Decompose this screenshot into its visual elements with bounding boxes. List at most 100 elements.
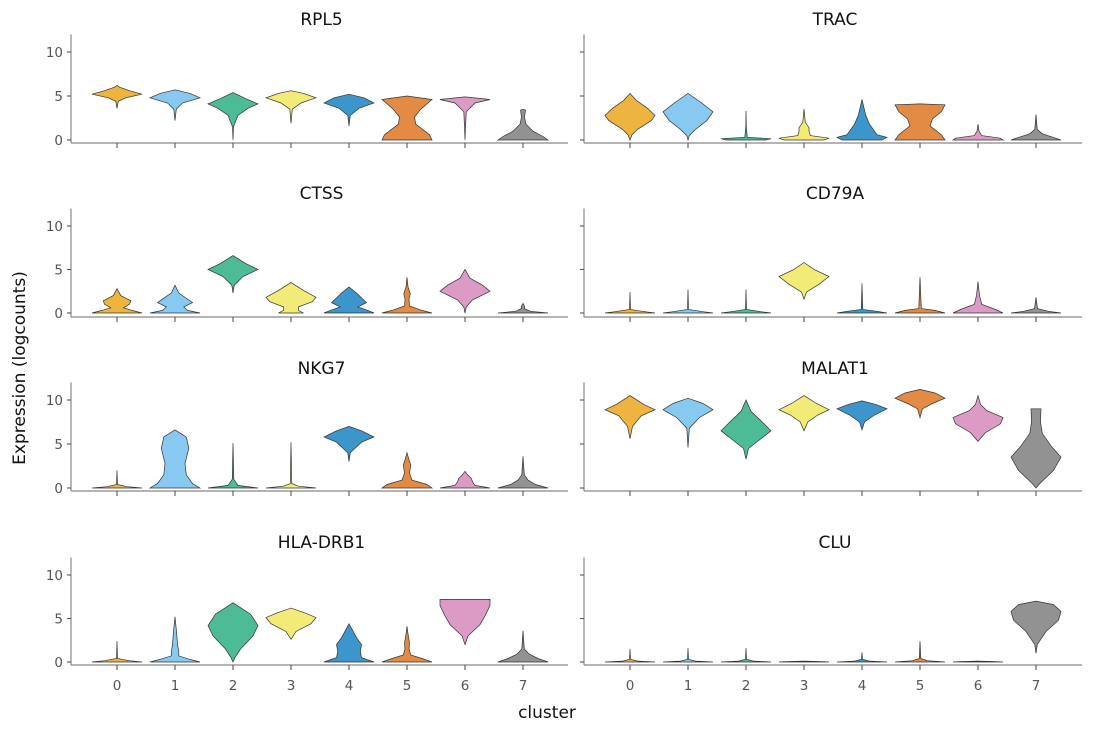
violin-cd79a-cluster-4 bbox=[836, 283, 888, 314]
violin-nkg7-cluster-4 bbox=[323, 426, 375, 462]
violin-hla-drb1-cluster-7 bbox=[497, 630, 549, 663]
x-tick-label: 1 bbox=[684, 678, 693, 694]
violin-rpl5-cluster-4 bbox=[323, 93, 375, 126]
violin-ctss-cluster-3 bbox=[265, 282, 317, 314]
violin-malat1-cluster-1 bbox=[662, 397, 714, 448]
y-tick-label: 5 bbox=[54, 89, 63, 105]
violin-rpl5-cluster-3 bbox=[264, 90, 318, 124]
violin-ctss-cluster-5 bbox=[381, 277, 433, 314]
violin-cd79a-cluster-7 bbox=[1010, 297, 1062, 314]
y-tick-label: 0 bbox=[54, 481, 63, 497]
y-tick-label: 10 bbox=[46, 568, 63, 584]
violin-ctss-cluster-2 bbox=[207, 255, 259, 294]
y-tick-label: 10 bbox=[46, 393, 63, 409]
violin-malat1-cluster-6 bbox=[952, 394, 1004, 442]
panel-rpl5: RPL5 0 5 10 bbox=[46, 10, 568, 149]
y-tick-label: 0 bbox=[54, 655, 63, 671]
violin-cd79a-cluster-2 bbox=[720, 289, 772, 314]
x-tick-label: 5 bbox=[916, 678, 925, 694]
violin-trac-cluster-5 bbox=[894, 103, 946, 141]
panel-cd79a: CD79A bbox=[580, 184, 1082, 322]
violin-clu-cluster-4 bbox=[836, 652, 888, 663]
violin-clu-cluster-5 bbox=[894, 641, 946, 663]
x-tick-label: 5 bbox=[403, 678, 412, 694]
violin-clu-cluster-7 bbox=[1010, 600, 1062, 654]
violin-hla-drb1-cluster-1 bbox=[149, 616, 201, 663]
panel-ctss: CTSS 0 5 10 bbox=[46, 184, 568, 322]
violin-nkg7-cluster-6 bbox=[439, 470, 491, 489]
violin-cd79a-cluster-3 bbox=[778, 262, 830, 301]
violin-hla-drb1-cluster-4 bbox=[323, 622, 375, 663]
violin-ctss-cluster-1 bbox=[149, 284, 201, 314]
violin-ctss-cluster-4 bbox=[323, 286, 375, 314]
violin-clu-cluster-3 bbox=[778, 660, 830, 663]
violin-rpl5-cluster-2 bbox=[207, 92, 259, 141]
violin-cd79a-cluster-1 bbox=[662, 289, 714, 314]
x-tick-label: 3 bbox=[287, 678, 296, 694]
x-axis-title: cluster bbox=[518, 703, 576, 723]
violin-ctss-cluster-0 bbox=[91, 287, 143, 314]
x-tick-label: 2 bbox=[229, 678, 238, 694]
x-tick-label: 2 bbox=[742, 678, 751, 694]
panel-title: CTSS bbox=[300, 184, 344, 204]
violin-trac-cluster-4 bbox=[836, 99, 888, 141]
x-tick-label: 4 bbox=[345, 678, 354, 694]
violin-malat1-cluster-3 bbox=[778, 395, 830, 432]
panel-hla-drb1: HLA-DRB1 0 5 10 0 1 2 3 4 5 6 7 bbox=[46, 533, 568, 694]
violin-cd79a-cluster-0 bbox=[604, 292, 656, 314]
violin-rpl5-cluster-1 bbox=[148, 89, 202, 121]
y-tick-label: 5 bbox=[54, 263, 63, 279]
violin-hla-drb1-cluster-5 bbox=[381, 626, 433, 663]
y-tick-label: 10 bbox=[46, 45, 63, 61]
violin-malat1-cluster-2 bbox=[720, 399, 772, 460]
violin-trac-cluster-1 bbox=[662, 92, 714, 142]
panel-title: MALAT1 bbox=[801, 359, 869, 379]
violin-ctss-cluster-6 bbox=[439, 268, 491, 314]
violin-clu-cluster-6 bbox=[952, 660, 1004, 663]
violin-nkg7-cluster-7 bbox=[497, 456, 549, 489]
panel-title: CD79A bbox=[806, 184, 865, 204]
x-tick-label: 6 bbox=[974, 678, 983, 694]
y-tick-label: 5 bbox=[54, 437, 63, 453]
violin-trac-cluster-6 bbox=[951, 124, 1005, 141]
y-tick-label: 0 bbox=[54, 306, 63, 322]
violin-malat1-cluster-4 bbox=[836, 400, 888, 432]
panel-trac: TRAC bbox=[580, 10, 1082, 148]
violin-trac-cluster-0 bbox=[604, 92, 656, 141]
violin-malat1-cluster-0 bbox=[604, 395, 656, 439]
violin-nkg7-cluster-5 bbox=[380, 451, 434, 489]
panel-title: NKG7 bbox=[298, 359, 346, 379]
violin-hla-drb1-cluster-0 bbox=[91, 641, 143, 663]
violin-rpl5-cluster-7 bbox=[496, 108, 550, 141]
violin-nkg7-cluster-0 bbox=[91, 470, 143, 489]
violin-nkg7-cluster-3 bbox=[265, 442, 317, 489]
violin-clu-cluster-0 bbox=[604, 648, 656, 663]
y-tick-label: 0 bbox=[54, 133, 63, 149]
panels-layer: RPL50510TRACCTSS0510CD79ANKG70510MALAT1H… bbox=[46, 10, 1082, 694]
panel-title: CLU bbox=[819, 533, 852, 553]
x-tick-label: 3 bbox=[800, 678, 809, 694]
x-tick-label: 4 bbox=[858, 678, 867, 694]
violin-rpl5-cluster-0 bbox=[91, 84, 143, 109]
x-tick-label: 7 bbox=[1032, 678, 1041, 694]
violin-hla-drb1-cluster-3 bbox=[265, 607, 317, 641]
violin-trac-cluster-7 bbox=[1010, 114, 1062, 141]
violin-nkg7-cluster-1 bbox=[148, 429, 202, 489]
panel-clu: CLU 0 1 2 3 4 5 6 7 bbox=[580, 533, 1082, 694]
panel-title: HLA-DRB1 bbox=[278, 533, 365, 553]
violin-clu-cluster-1 bbox=[662, 648, 714, 663]
panel-title: TRAC bbox=[812, 10, 858, 30]
x-tick-label: 6 bbox=[461, 678, 470, 694]
violin-trac-cluster-3 bbox=[778, 109, 830, 141]
violin-rpl5-cluster-6 bbox=[439, 96, 491, 141]
violin-clu-cluster-2 bbox=[720, 648, 772, 663]
x-tick-label: 0 bbox=[113, 678, 122, 694]
panel-title: RPL5 bbox=[300, 10, 342, 30]
violin-cd79a-cluster-6 bbox=[952, 281, 1004, 314]
violin-hla-drb1-cluster-6 bbox=[439, 599, 491, 646]
panel-malat1: MALAT1 bbox=[580, 359, 1082, 496]
violin-trac-cluster-2 bbox=[720, 110, 772, 141]
violin-malat1-cluster-7 bbox=[1010, 408, 1062, 489]
x-tick-label: 1 bbox=[171, 678, 180, 694]
